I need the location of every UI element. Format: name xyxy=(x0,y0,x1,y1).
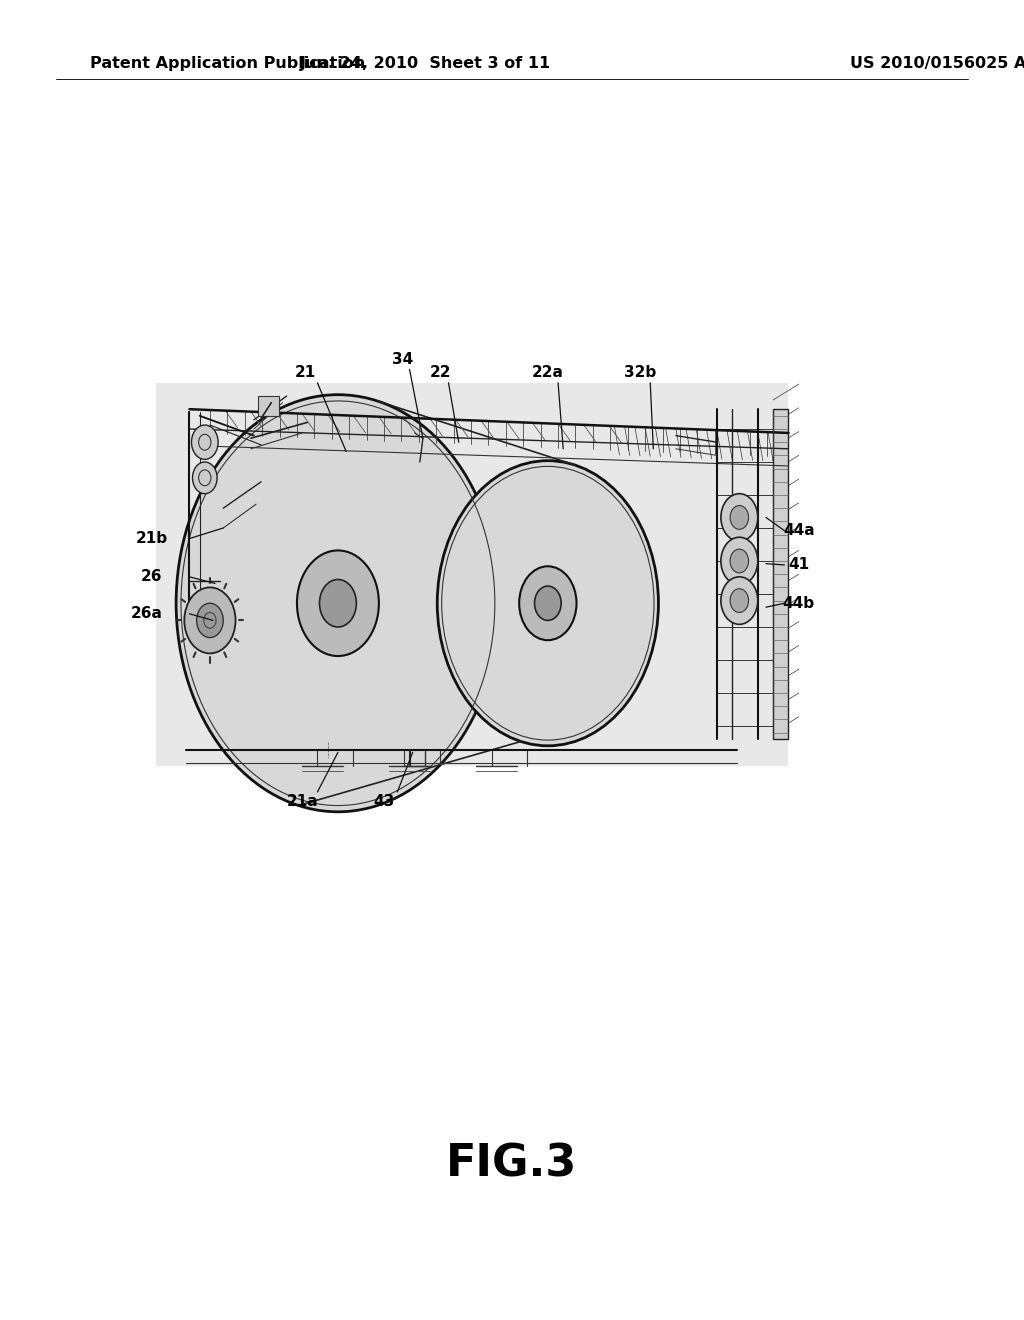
Circle shape xyxy=(730,506,749,529)
Circle shape xyxy=(193,462,217,494)
Circle shape xyxy=(730,549,749,573)
Text: 44a: 44a xyxy=(783,523,814,539)
Circle shape xyxy=(519,566,577,640)
Text: 21: 21 xyxy=(295,364,315,380)
Text: 21a: 21a xyxy=(287,793,317,809)
Circle shape xyxy=(730,589,749,612)
Circle shape xyxy=(437,461,658,746)
Text: 26: 26 xyxy=(141,569,162,585)
Text: 43: 43 xyxy=(374,793,394,809)
Circle shape xyxy=(319,579,356,627)
Circle shape xyxy=(197,603,223,638)
Circle shape xyxy=(721,577,758,624)
Circle shape xyxy=(297,550,379,656)
Text: 32b: 32b xyxy=(624,364,656,380)
Bar xyxy=(258,396,279,416)
Circle shape xyxy=(721,537,758,585)
Text: 41: 41 xyxy=(788,557,809,573)
Bar xyxy=(156,383,788,766)
Text: 44b: 44b xyxy=(782,595,815,611)
Text: Patent Application Publication: Patent Application Publication xyxy=(90,55,366,71)
Circle shape xyxy=(176,395,500,812)
Text: 34: 34 xyxy=(392,351,413,367)
Circle shape xyxy=(535,586,561,620)
Text: US 2010/0156025 A1: US 2010/0156025 A1 xyxy=(850,55,1024,71)
Bar xyxy=(773,409,788,739)
Text: 26a: 26a xyxy=(130,606,163,622)
Text: Jun. 24, 2010  Sheet 3 of 11: Jun. 24, 2010 Sheet 3 of 11 xyxy=(299,55,551,71)
Text: FIG.3: FIG.3 xyxy=(446,1143,578,1185)
Text: 22a: 22a xyxy=(531,364,564,380)
Text: 22: 22 xyxy=(430,364,451,380)
Circle shape xyxy=(721,494,758,541)
Circle shape xyxy=(191,425,218,459)
Circle shape xyxy=(184,587,236,653)
Text: 21b: 21b xyxy=(135,531,168,546)
